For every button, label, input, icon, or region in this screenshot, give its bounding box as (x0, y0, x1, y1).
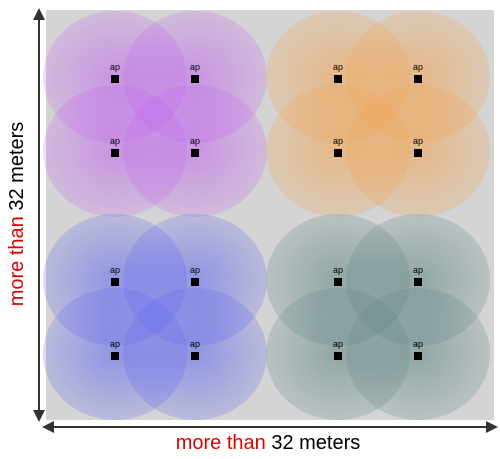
ap-marker (191, 278, 199, 286)
ap-label: ap (333, 62, 343, 72)
ap-marker (334, 352, 342, 360)
ap-label: ap (413, 136, 423, 146)
ap-label: ap (190, 62, 200, 72)
cluster-bottom-right: ap ap ap ap (266, 214, 490, 420)
ap-label: ap (190, 265, 200, 275)
ap-marker (191, 149, 199, 157)
vertical-dimension-arrow (33, 8, 45, 422)
ap-marker (334, 278, 342, 286)
cluster-bottom-left: ap ap ap ap (43, 214, 267, 420)
horizontal-dimension-label: more than 32 meters (176, 432, 361, 454)
ap-label: ap (110, 62, 120, 72)
ap-marker (414, 352, 422, 360)
ap-label: ap (190, 339, 200, 349)
ap-marker (111, 75, 119, 83)
cluster-top-right: ap ap ap ap (266, 11, 490, 217)
ap-label: ap (110, 339, 120, 349)
ap-label: ap (110, 265, 120, 275)
ap-marker (191, 75, 199, 83)
horizontal-label-suffix: 32 meters (266, 432, 360, 454)
vertical-label-suffix: 32 meters (6, 122, 28, 216)
ap-label: ap (110, 136, 120, 146)
ap-label: ap (413, 339, 423, 349)
ap-marker (111, 149, 119, 157)
ap-marker (414, 149, 422, 157)
coverage-clusters: ap ap ap ap ap ap ap ap ap ap ap ap ap ap ap ap (43, 11, 490, 420)
ap-marker (111, 278, 119, 286)
horizontal-dimension-arrow (42, 421, 498, 433)
ap-label: ap (333, 339, 343, 349)
cluster-top-left: ap ap ap ap (43, 11, 267, 217)
horizontal-label-prefix: more than (176, 432, 266, 454)
ap-marker (334, 149, 342, 157)
ap-marker (191, 352, 199, 360)
ap-marker (414, 278, 422, 286)
ap-label: ap (333, 136, 343, 146)
ap-label: ap (333, 265, 343, 275)
ap-label: ap (413, 265, 423, 275)
vertical-dimension-label: more than 32 meters (6, 122, 28, 307)
ap-marker (414, 75, 422, 83)
vertical-label-prefix: more than (6, 216, 28, 306)
ap-label: ap (413, 62, 423, 72)
ap-marker (111, 352, 119, 360)
ap-label: ap (190, 136, 200, 146)
ap-marker (334, 75, 342, 83)
